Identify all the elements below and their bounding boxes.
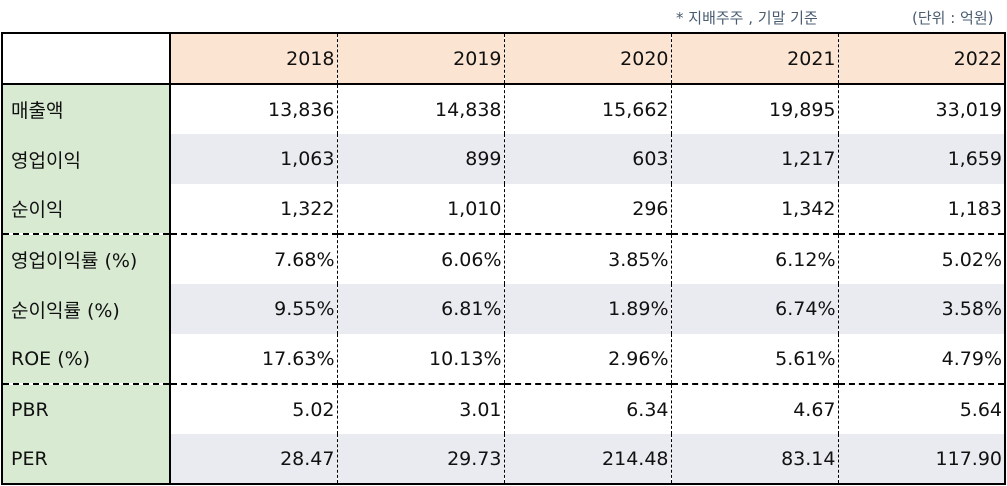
year-header: 2022 bbox=[837, 32, 1006, 85]
table-notes: * 지배주주 , 기말 기준 (단위 : 억원) bbox=[0, 0, 1007, 32]
cell-value: 6.74% bbox=[670, 284, 838, 334]
cell-value: 6.81% bbox=[336, 284, 504, 334]
cell-value: 13,836 bbox=[169, 83, 337, 134]
unit-note: (단위 : 억원) bbox=[912, 9, 994, 27]
cell-value: 4.79% bbox=[837, 334, 1006, 384]
cell-value: 6.06% bbox=[336, 233, 504, 284]
cell-value: 5.61% bbox=[670, 334, 838, 384]
cell-value: 5.02 bbox=[169, 383, 337, 434]
cell-value: 3.01 bbox=[336, 383, 504, 434]
row-label: 순이익 bbox=[1, 184, 171, 234]
cell-value: 1.89% bbox=[503, 284, 671, 334]
cell-value: 28.47 bbox=[169, 434, 337, 485]
corner-cell bbox=[1, 32, 171, 85]
cell-value: 2.96% bbox=[503, 334, 671, 384]
row-label: 매출액 bbox=[1, 83, 171, 134]
cell-value: 6.12% bbox=[670, 233, 838, 284]
table-row-revenue: 매출액 13,836 14,838 15,662 19,895 33,019 bbox=[1, 83, 1006, 134]
cell-value: 4.67 bbox=[670, 383, 838, 434]
cell-value: 83.14 bbox=[670, 434, 838, 485]
cell-value: 7.68% bbox=[169, 233, 337, 284]
cell-value: 5.02% bbox=[837, 233, 1006, 284]
cell-value: 10.13% bbox=[336, 334, 504, 384]
cell-value: 603 bbox=[503, 134, 671, 184]
year-header: 2018 bbox=[169, 32, 337, 85]
cell-value: 1,010 bbox=[336, 184, 504, 234]
cell-value: 1,217 bbox=[670, 134, 838, 184]
cell-value: 117.90 bbox=[837, 434, 1006, 485]
cell-value: 29.73 bbox=[336, 434, 504, 485]
table-row-net-income: 순이익 1,322 1,010 296 1,342 1,183 bbox=[1, 184, 1006, 234]
row-label: 순이익률 (%) bbox=[1, 284, 171, 334]
cell-value: 3.58% bbox=[837, 284, 1006, 334]
table-row-operating-profit: 영업이익 1,063 899 603 1,217 1,659 bbox=[1, 134, 1006, 184]
financial-table: 2018 2019 2020 2021 2022 매출액 13,836 14,8… bbox=[1, 32, 1006, 485]
cell-value: 19,895 bbox=[670, 83, 838, 134]
row-label: PER bbox=[1, 434, 171, 485]
cell-value: 899 bbox=[336, 134, 504, 184]
cell-value: 14,838 bbox=[336, 83, 504, 134]
cell-value: 6.34 bbox=[503, 383, 671, 434]
cell-value: 9.55% bbox=[169, 284, 337, 334]
table-row-pbr: PBR 5.02 3.01 6.34 4.67 5.64 bbox=[1, 383, 1006, 434]
table-row-roe: ROE (%) 17.63% 10.13% 2.96% 5.61% 4.79% bbox=[1, 334, 1006, 384]
header-row: 2018 2019 2020 2021 2022 bbox=[1, 32, 1006, 85]
cell-value: 296 bbox=[503, 184, 671, 234]
row-label: PBR bbox=[1, 383, 171, 434]
cell-value: 15,662 bbox=[503, 83, 671, 134]
cell-value: 1,322 bbox=[169, 184, 337, 234]
year-header: 2019 bbox=[336, 32, 504, 85]
row-label: ROE (%) bbox=[1, 334, 171, 384]
cell-value: 3.85% bbox=[503, 233, 671, 284]
table-row-operating-margin: 영업이익률 (%) 7.68% 6.06% 3.85% 6.12% 5.02% bbox=[1, 233, 1006, 284]
year-header: 2021 bbox=[670, 32, 838, 85]
cell-value: 1,342 bbox=[670, 184, 838, 234]
cell-value: 5.64 bbox=[837, 383, 1006, 434]
cell-value: 214.48 bbox=[503, 434, 671, 485]
year-header: 2020 bbox=[503, 32, 671, 85]
row-label: 영업이익 bbox=[1, 134, 171, 184]
row-label: 영업이익률 (%) bbox=[1, 233, 171, 284]
table-row-net-margin: 순이익률 (%) 9.55% 6.81% 1.89% 6.74% 3.58% bbox=[1, 284, 1006, 334]
table-row-per: PER 28.47 29.73 214.48 83.14 117.90 bbox=[1, 434, 1006, 485]
cell-value: 17.63% bbox=[169, 334, 337, 384]
cell-value: 1,183 bbox=[837, 184, 1006, 234]
basis-note: * 지배주주 , 기말 기준 bbox=[676, 9, 818, 27]
cell-value: 1,063 bbox=[169, 134, 337, 184]
cell-value: 1,659 bbox=[837, 134, 1006, 184]
cell-value: 33,019 bbox=[837, 83, 1006, 134]
